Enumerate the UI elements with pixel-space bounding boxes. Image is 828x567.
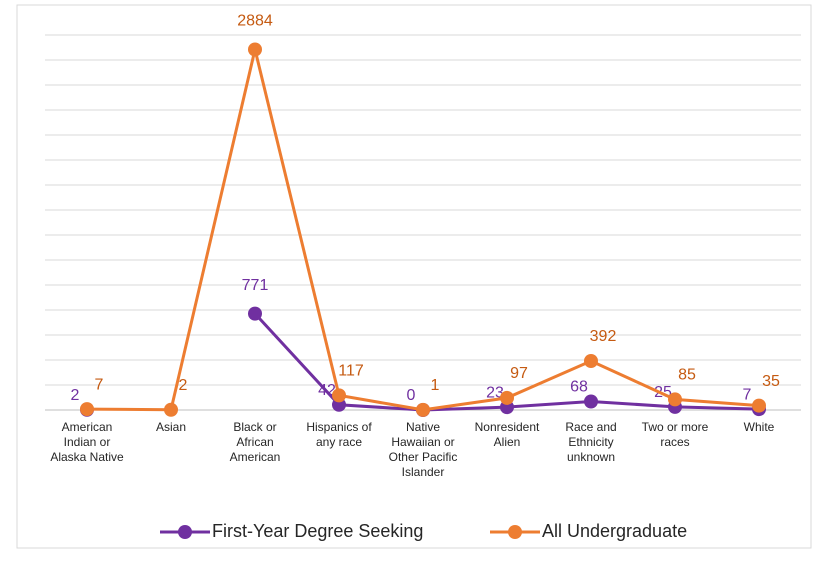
x-tick-label: Two or more races xyxy=(642,420,709,449)
point xyxy=(80,402,94,417)
data-label: 1 xyxy=(431,377,440,394)
point xyxy=(752,398,766,413)
data-label: 97 xyxy=(510,365,528,382)
x-tick-label: Race and Ethnicity unknown xyxy=(565,420,616,464)
x-tick-label: White xyxy=(744,420,775,434)
x-tick-label: Nonresident Alien xyxy=(475,420,540,449)
point xyxy=(584,394,598,409)
legend-marker xyxy=(178,525,192,539)
data-label: 85 xyxy=(678,367,696,384)
x-tick-label: Hispanics of any race xyxy=(306,420,372,449)
legend-label: All Undergraduate xyxy=(542,521,687,541)
data-label: 2 xyxy=(71,387,80,404)
data-label: 2884 xyxy=(237,13,273,30)
point xyxy=(248,306,262,321)
x-tick-label: Native Hawaiian or Other Pacific Islander xyxy=(389,420,458,479)
data-label: 392 xyxy=(590,328,617,345)
legend-label: First-Year Degree Seeking xyxy=(212,521,423,541)
data-label: 68 xyxy=(570,379,588,396)
point xyxy=(416,402,430,417)
point xyxy=(164,402,178,417)
x-tick-label: American Indian or Alaska Native xyxy=(50,420,124,464)
data-label: 2 xyxy=(179,377,188,394)
point xyxy=(668,392,682,407)
data-label: 23 xyxy=(486,384,504,401)
data-label: 771 xyxy=(242,277,269,294)
data-label: 0 xyxy=(407,387,416,404)
data-label: 42 xyxy=(318,382,336,399)
data-label: 117 xyxy=(338,363,364,380)
data-label: 7 xyxy=(743,386,752,403)
point xyxy=(248,42,262,57)
point xyxy=(584,354,598,368)
point xyxy=(500,390,514,405)
x-tick-label: Black or African American xyxy=(230,420,281,464)
data-label: 35 xyxy=(762,373,780,390)
chart-frame xyxy=(16,4,812,549)
legend-marker xyxy=(508,525,522,539)
data-label: 7 xyxy=(95,376,104,393)
point xyxy=(332,388,346,403)
x-tick-label: Asian xyxy=(156,420,186,434)
